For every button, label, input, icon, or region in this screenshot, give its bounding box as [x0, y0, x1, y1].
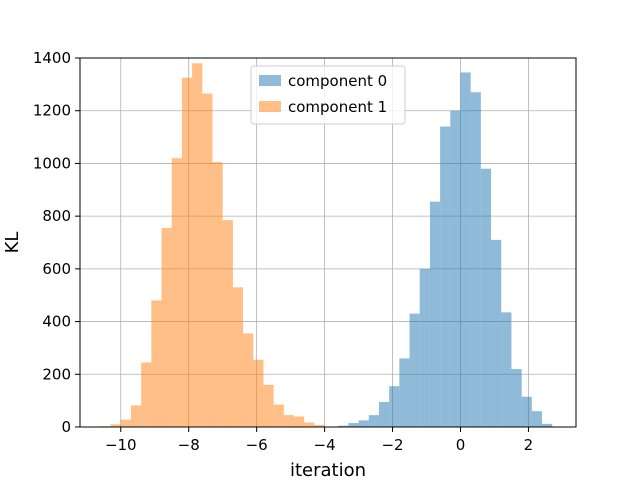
histogram-bar-series-1 [243, 333, 254, 427]
x-tick-label: −6 [246, 436, 268, 454]
histogram-bar-series-0 [389, 386, 400, 427]
x-tick-label: 0 [456, 436, 466, 454]
y-tick-label: 600 [42, 260, 71, 278]
histogram-bar-series-1 [202, 93, 213, 427]
histogram-bar-series-0 [419, 268, 430, 427]
histogram-bar-series-0 [368, 415, 379, 427]
x-tick-label: −4 [314, 436, 336, 454]
histogram-bar-series-0 [542, 423, 553, 427]
histogram-bar-series-0 [511, 369, 522, 427]
histogram-bar-series-0 [409, 313, 420, 427]
histogram-bar-series-1 [110, 424, 121, 427]
y-tick-label: 200 [42, 365, 71, 383]
legend-label-component-1: component 1 [288, 98, 387, 116]
histogram-bars [100, 63, 553, 428]
histogram-bar-series-0 [338, 425, 349, 427]
histogram-bar-series-0 [378, 401, 390, 427]
histogram-bar-series-0 [399, 358, 410, 427]
legend: component 0 component 1 [250, 65, 406, 125]
histogram-bar-series-1 [232, 287, 244, 427]
y-tick-label: 400 [42, 313, 71, 331]
histogram-bar-series-1 [120, 419, 131, 427]
histogram-bar-series-0 [531, 411, 543, 427]
histogram-bar-series-0 [480, 168, 492, 427]
histogram-bar-series-0 [440, 126, 451, 428]
histogram-bar-series-1 [283, 415, 295, 427]
histogram-bar-series-0 [358, 420, 369, 427]
y-axis-label: KL [2, 232, 23, 254]
histogram-bar-series-1 [263, 384, 274, 427]
histogram-bar-series-1 [304, 422, 315, 427]
y-tick-label: 0 [61, 418, 71, 436]
histogram-bar-series-0 [348, 423, 359, 427]
histogram-bar-series-1 [141, 362, 152, 427]
histogram-bar-series-1 [212, 162, 223, 427]
x-tick-label: −2 [381, 436, 403, 454]
histogram-bar-series-1 [171, 158, 182, 427]
axis-ticks: −10 −8 −6 −4 −2 0 2 0 200 400 600 800 1000 1200 1400 [33, 49, 533, 454]
histogram-bar-series-1 [181, 77, 193, 428]
x-tick-label: 2 [524, 436, 534, 454]
histogram-bar-series-0 [491, 239, 502, 427]
histogram-bar-series-1 [294, 416, 305, 427]
histogram-bar-series-0 [521, 396, 532, 427]
histogram-bar-series-0 [460, 72, 471, 427]
histogram-bar-series-1 [314, 424, 325, 427]
y-tick-label: 1400 [33, 49, 71, 67]
y-tick-label: 1000 [33, 154, 71, 172]
histogram-bar-series-0 [429, 201, 441, 427]
histogram-bar-series-1 [253, 359, 264, 427]
legend-swatch-component-0 [259, 75, 281, 86]
y-tick-label: 1200 [33, 102, 71, 120]
histogram-bar-series-1 [273, 404, 284, 427]
histogram-bar-series-0 [501, 312, 512, 427]
y-tick-label: 800 [42, 207, 71, 225]
x-tick-label: −8 [178, 436, 200, 454]
histogram-bar-series-1 [222, 220, 233, 427]
legend-swatch-component-1 [259, 101, 281, 112]
plot-frame [79, 57, 577, 428]
histogram-bar-series-1 [130, 405, 142, 427]
histogram-bar-series-1 [151, 300, 162, 427]
x-tick-label: −10 [105, 436, 137, 454]
x-axis-label: iteration [290, 460, 366, 480]
histogram-bar-series-1 [192, 63, 203, 428]
histogram-bar-series-0 [470, 92, 481, 427]
histogram-bar-series-0 [450, 110, 461, 427]
histogram-bar-series-1 [161, 228, 172, 427]
legend-label-component-0: component 0 [288, 72, 387, 90]
legend-box [250, 65, 406, 125]
